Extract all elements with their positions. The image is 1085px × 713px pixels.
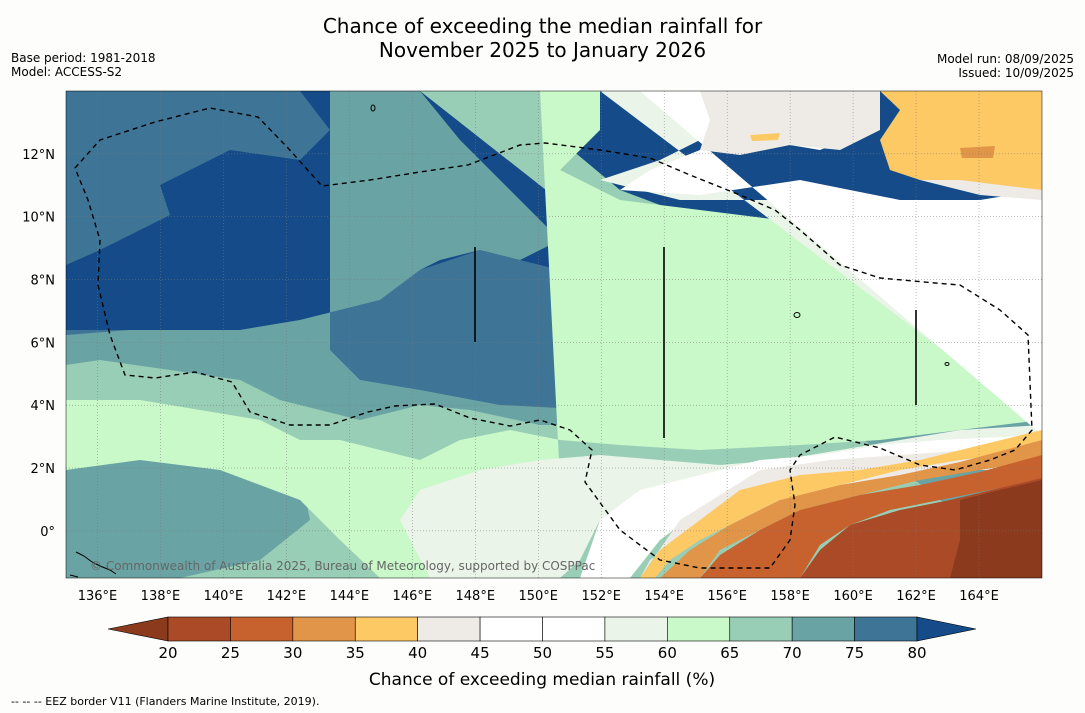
rainfall-field: © Commonwealth of Australia 2025, Bureau… (66, 91, 1042, 578)
colorbar-segment (604, 616, 668, 642)
colorbar-tick-label: 40 (408, 644, 427, 662)
lon-tick-label: 156°E (707, 589, 747, 604)
eez-border (74, 107, 1033, 569)
lon-tick-label: 152°E (581, 589, 621, 604)
lat-tick-label: 2°N (31, 462, 56, 477)
colorbar-tick-label: 30 (283, 644, 302, 662)
colorbar-segment (854, 616, 918, 642)
colorbar-segment (354, 616, 418, 642)
colorbar-segment (729, 616, 793, 642)
lon-tick-label: 160°E (833, 589, 873, 604)
colorbar-tick-label: 45 (471, 644, 490, 662)
lat-tick-label: 8°N (31, 274, 56, 289)
map-title-line1: Chance of exceeding the median rainfall … (322, 14, 763, 38)
lat-tick-label: 12°N (22, 148, 55, 163)
lon-tick-label: 138°E (141, 589, 181, 604)
colorbar-segment (230, 616, 294, 642)
colorbar-arrow-low (107, 616, 169, 642)
colorbar-tick-label: 60 (658, 644, 677, 662)
lon-tick-label: 144°E (330, 589, 370, 604)
copyright-text: © Commonwealth of Australia 2025, Bureau… (90, 559, 595, 573)
colorbar-segment (292, 616, 356, 642)
lon-tick-label: 158°E (770, 589, 810, 604)
lat-tick-label: 10°N (22, 211, 55, 226)
colorbar-tick-label: 80 (907, 644, 926, 662)
colorbar-segment (791, 616, 855, 642)
map-title: Chance of exceeding the median rainfall … (0, 14, 1085, 62)
colorbar-tick-label: 65 (720, 644, 739, 662)
model-name: Model: ACCESS-S2 (11, 65, 123, 79)
colorbar-tick-label: 50 (533, 644, 552, 662)
islands (69, 104, 950, 578)
colorbar-segment (542, 616, 606, 642)
colorbar-segment (667, 616, 731, 642)
lon-tick-label: 154°E (644, 589, 684, 604)
lon-tick-label: 162°E (896, 589, 936, 604)
lon-tick-label: 136°E (78, 589, 118, 604)
field-20 (950, 480, 1042, 578)
lon-tick-label: 142°E (267, 589, 307, 604)
map-title-line2: November 2025 to January 2026 (378, 38, 707, 62)
lat-tick-label: 6°N (31, 336, 56, 351)
gridlines (66, 91, 1042, 578)
colorbar-tick-label: 70 (783, 644, 802, 662)
lon-tick-label: 164°E (959, 589, 999, 604)
colorbar-tick-label: 20 (158, 644, 177, 662)
colorbar-tick-label: 55 (595, 644, 614, 662)
lon-axis: 136°E 138°E 140°E 142°E 144°E 146°E 148°E 150°E… (78, 589, 999, 604)
model-run: Model run: 08/09/2025 (936, 52, 1074, 66)
meta-left: Base period: 1981-2018 Model: ACCESS-S2 (11, 51, 156, 79)
lat-axis: 12°N 10°N 8°N 6°N 4°N 2°N 0° (22, 148, 55, 540)
field-35 (660, 146, 1042, 578)
field-40 (640, 91, 1042, 578)
issued-date: Issued: 10/09/2025 (958, 66, 1074, 80)
lat-tick-label: 0° (40, 525, 55, 540)
colorbar-segment (167, 616, 231, 642)
lon-tick-label: 146°E (393, 589, 433, 604)
colorbar-segment (479, 616, 543, 642)
eez-footnote: -- -- -- EEZ border V11 (Flanders Marine… (11, 695, 320, 708)
colorbar-tick-label: 25 (221, 644, 240, 662)
field-60 (66, 91, 1042, 578)
colorbar-title: Chance of exceeding median rainfall (%) (369, 670, 715, 690)
meta-right: Model run: 08/09/2025 Issued: 10/09/2025 (937, 52, 1074, 80)
base-period: Base period: 1981-2018 (11, 51, 156, 65)
lon-tick-label: 140°E (204, 589, 244, 604)
colorbar: 20 25 30 35 40 45 50 55 60 65 70 75 80 (107, 616, 977, 662)
colorbar-tick-label: 35 (346, 644, 365, 662)
colorbar-segment (417, 616, 481, 642)
colorbar-tick-label: 75 (845, 644, 864, 662)
map-frame (65, 90, 1043, 579)
lat-tick-label: 4°N (31, 399, 56, 414)
lon-tick-label: 148°E (456, 589, 496, 604)
colorbar-arrow-high (916, 616, 977, 642)
lon-tick-label: 150°E (518, 589, 558, 604)
